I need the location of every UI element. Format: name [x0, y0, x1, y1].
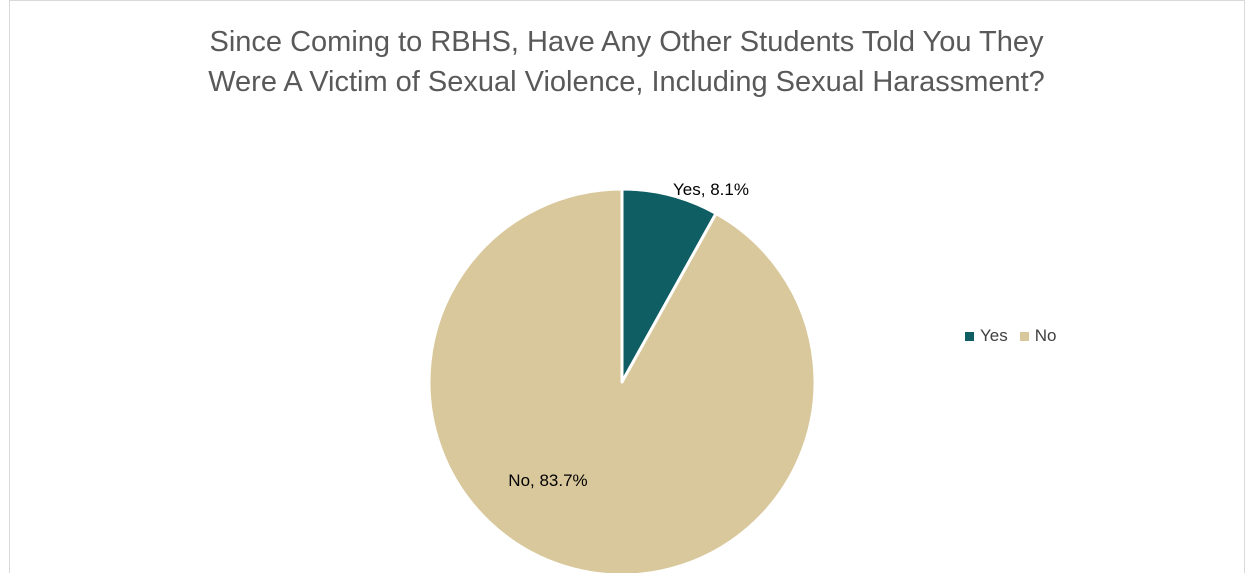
data-label-no: No, 83.7% — [508, 471, 587, 490]
data-label-yes: Yes, 8.1% — [673, 180, 749, 199]
legend: Yes No — [965, 326, 1068, 346]
legend-label-no: No — [1034, 326, 1057, 345]
legend-item-no: No — [1019, 326, 1057, 346]
pie-slice-yes — [620, 187, 718, 384]
chart-title-line-1: Since Coming to RBHS, Have Any Other Stu… — [209, 26, 1044, 58]
pie-slice-no — [427, 187, 817, 573]
legend-swatch-yes — [965, 331, 974, 341]
chart-title-line-2: Were A Victim of Sexual Violence, Includ… — [208, 66, 1045, 98]
chart-title: Since Coming to RBHS, Have Any Other Stu… — [0, 22, 1253, 102]
legend-label-yes: Yes — [980, 326, 1008, 345]
legend-item-yes: Yes — [965, 326, 1008, 346]
legend-swatch-no — [1019, 331, 1029, 341]
